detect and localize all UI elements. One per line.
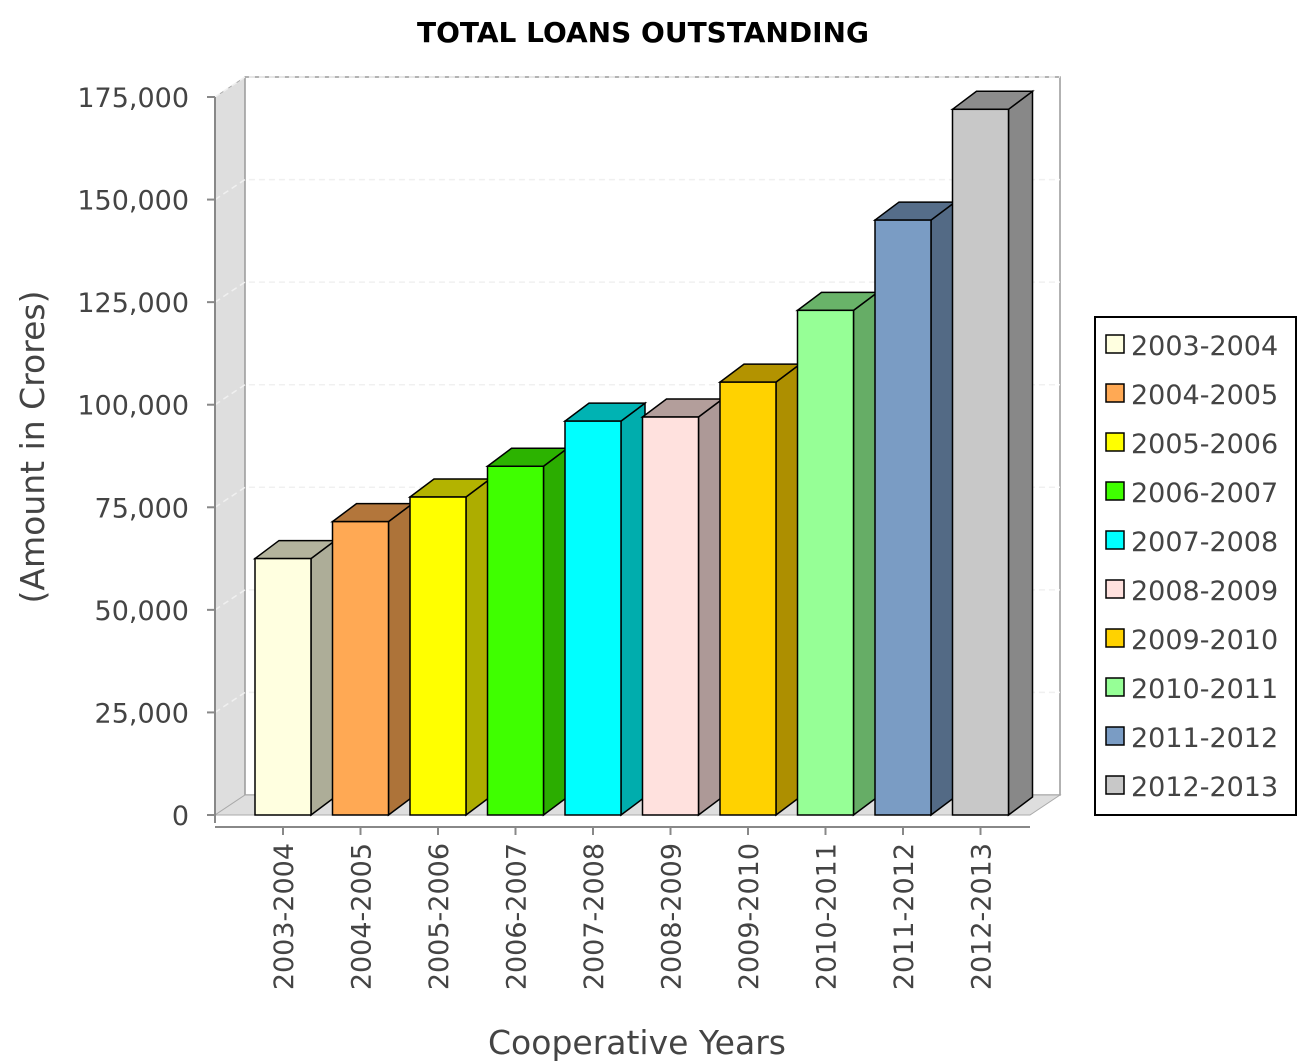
bar-2006-2007 (485, 446, 570, 817)
legend-label: 2010-2011 (1131, 674, 1278, 705)
legend-swatch (1105, 677, 1125, 697)
bar-front (486, 465, 545, 816)
bar-side (775, 362, 801, 817)
legend-swatch (1105, 432, 1125, 452)
bar-2007-2008 (562, 401, 648, 817)
grid-lines (214, 76, 1060, 714)
bar-front (719, 381, 777, 816)
bar-side (620, 401, 646, 817)
bar-2011-2012 (872, 200, 958, 817)
chart-title: TOTAL LOANS OUTSTANDING (417, 16, 869, 49)
left-wall (214, 76, 246, 816)
x-tick-label: 2008-2009 (657, 843, 688, 990)
grid-line (214, 178, 1060, 201)
legend-swatch (1105, 383, 1125, 403)
bar-side (1007, 89, 1034, 817)
x-tick-label: 2009-2010 (734, 843, 765, 990)
legend-label: 2011-2012 (1131, 723, 1278, 754)
bar-2008-2009 (640, 397, 725, 817)
y-tick-label: 50,000 (95, 596, 189, 627)
bar-side (465, 477, 491, 817)
legend-item: 2003-2004 (1105, 331, 1278, 362)
x-axis-ticks: 2003-2004 2004-2005 2005-2006 2006-2007 2007… (215, 826, 1030, 990)
x-tick-label: 2012-2013 (967, 843, 998, 990)
bar-front (331, 520, 390, 816)
legend-item: 2006-2007 (1105, 478, 1278, 509)
legend-item: 2004-2005 (1105, 380, 1278, 411)
grid-line (214, 691, 1060, 714)
x-tick-label: 2004-2005 (347, 843, 378, 990)
legend-label: 2008-2009 (1131, 576, 1278, 607)
grid-line (214, 281, 1060, 303)
y-tick-label: 125,000 (77, 288, 189, 319)
legend-label: 2006-2007 (1131, 478, 1278, 509)
legend-swatch (1105, 334, 1125, 354)
grid-line (214, 589, 1060, 611)
y-tick-label: 75,000 (95, 493, 189, 524)
legend-box (1094, 316, 1297, 816)
legend-item: 2009-2010 (1105, 625, 1278, 656)
legend-swatch (1105, 481, 1125, 501)
bar-front (874, 219, 932, 816)
bar-side (697, 397, 724, 817)
legend-item: 2011-2012 (1105, 723, 1278, 754)
bar-front (796, 309, 855, 816)
bar-side (852, 290, 879, 817)
bar-2004-2005 (330, 502, 415, 817)
y-axis-ticks: 0 25,000 50,000 75,000 100,000 125,000 150,000… (77, 83, 216, 832)
y-axis-label: (Amount in Crores) (13, 291, 52, 604)
y-tick-label: 100,000 (77, 391, 189, 422)
bar-front (409, 496, 467, 816)
x-tick-label: 2003-2004 (269, 843, 300, 990)
bar-2009-2010 (717, 362, 803, 817)
legend-label: 2005-2006 (1131, 429, 1278, 460)
grid-line (214, 486, 1060, 508)
legend-swatch (1105, 775, 1125, 795)
legend-swatch (1105, 530, 1125, 550)
legend-label: 2004-2005 (1131, 380, 1278, 411)
legend-swatch (1105, 579, 1125, 599)
x-tick-label: 2007-2008 (579, 843, 610, 990)
legend-item: 2008-2009 (1105, 576, 1278, 607)
grid-line (214, 383, 1060, 406)
legend-label: 2012-2013 (1131, 772, 1278, 803)
x-tick-label: 2011-2012 (889, 843, 920, 990)
bar-front (951, 108, 1010, 816)
legend-item: 2005-2006 (1105, 429, 1278, 460)
x-tick-label: 2010-2011 (812, 843, 843, 990)
bar-side (387, 502, 414, 817)
y-tick-label: 150,000 (77, 186, 189, 217)
x-tick-label: 2006-2007 (502, 843, 533, 990)
bar-2012-2013 (950, 89, 1035, 817)
legend-item: 2007-2008 (1105, 527, 1278, 558)
y-tick-label: 175,000 (77, 83, 189, 114)
legend-label: 2003-2004 (1131, 331, 1278, 362)
legend-label: 2007-2008 (1131, 527, 1278, 558)
y-tick-label: 25,000 (95, 698, 189, 729)
bar-side (310, 539, 336, 817)
x-tick-label: 2005-2006 (424, 843, 455, 990)
bars (252, 89, 1035, 817)
grid-line (214, 76, 1060, 98)
bar-2005-2006 (407, 477, 493, 817)
legend-item: 2012-2013 (1105, 772, 1278, 803)
bar-side (542, 446, 569, 817)
bar-front (564, 420, 622, 816)
x-axis-label: Cooperative Years (488, 1023, 786, 1062)
bar-side (930, 200, 956, 817)
y-tick-label: 0 (172, 801, 189, 832)
legend-swatch (1105, 628, 1125, 648)
bar-front (254, 557, 312, 816)
legend-item: 2010-2011 (1105, 674, 1278, 705)
bar-2003-2004 (252, 539, 338, 817)
legend-swatch (1105, 726, 1125, 746)
legend: 2003-2004 2004-2005 2005-2006 2006-2007 2007… (1094, 316, 1297, 816)
bar-front (641, 416, 700, 816)
bar-2010-2011 (795, 290, 880, 817)
legend-label: 2009-2010 (1131, 625, 1278, 656)
